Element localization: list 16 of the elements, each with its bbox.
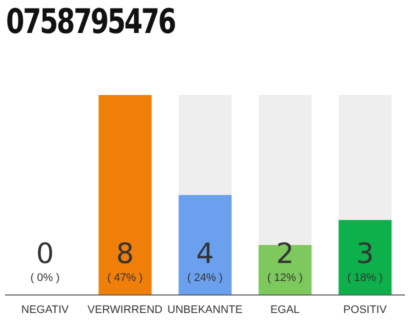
- x-tick-label: NEGATIV: [21, 304, 70, 316]
- annotation: ( 24% ): [187, 272, 223, 284]
- data-label: 2: [276, 237, 294, 270]
- chart-title: 0758795476: [6, 2, 175, 42]
- annotation: ( 12% ): [267, 272, 303, 284]
- x-tick-label: VERWIRREND: [88, 304, 163, 316]
- x-tick-label: UNBEKANNTE: [167, 304, 243, 316]
- x-tick-label: EGAL: [270, 304, 300, 316]
- x-tick-label: POSITIV: [343, 304, 388, 316]
- data-label: 8: [116, 237, 134, 270]
- annotation: ( 47% ): [107, 272, 143, 284]
- annotation: ( 0% ): [30, 272, 60, 284]
- annotation: ( 18% ): [347, 272, 383, 284]
- data-label: 0: [36, 237, 54, 270]
- data-label: 4: [196, 237, 214, 270]
- data-label: 3: [356, 237, 374, 270]
